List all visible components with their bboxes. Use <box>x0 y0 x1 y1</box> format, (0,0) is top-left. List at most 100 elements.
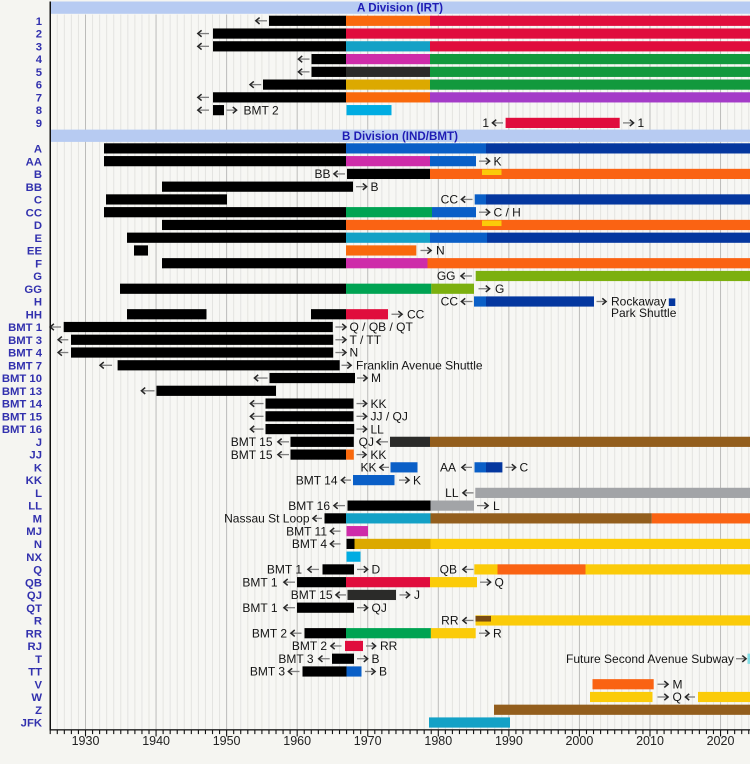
svg-text:D: D <box>34 220 42 232</box>
svg-text:AA: AA <box>26 156 42 168</box>
svg-text:2020: 2020 <box>707 734 735 748</box>
svg-text:R: R <box>34 616 42 628</box>
svg-text:HH: HH <box>26 309 42 321</box>
svg-text:J: J <box>414 588 420 602</box>
svg-text:L: L <box>35 488 42 500</box>
svg-text:T: T <box>35 654 42 666</box>
svg-text:2000: 2000 <box>565 734 593 748</box>
svg-text:BMT 15: BMT 15 <box>231 448 273 462</box>
svg-text:B: B <box>379 665 387 679</box>
svg-text:Q: Q <box>33 565 42 577</box>
svg-text:1980: 1980 <box>424 734 452 748</box>
svg-text:1960: 1960 <box>283 734 311 748</box>
svg-text:BB: BB <box>314 167 330 181</box>
svg-text:B: B <box>34 169 42 181</box>
svg-text:R: R <box>493 626 502 640</box>
svg-text:K: K <box>34 462 43 474</box>
svg-text:6: 6 <box>36 80 42 92</box>
svg-text:CC: CC <box>26 207 42 219</box>
svg-text:B Division (IND/BMT): B Division (IND/BMT) <box>342 130 458 143</box>
svg-text:1940: 1940 <box>142 734 170 748</box>
svg-text:7: 7 <box>36 92 42 104</box>
svg-text:AA: AA <box>440 461 456 475</box>
svg-text:LL: LL <box>445 486 459 500</box>
svg-text:W: W <box>31 692 42 704</box>
svg-text:LL: LL <box>28 501 42 513</box>
svg-text:BMT 2: BMT 2 <box>252 626 287 640</box>
svg-text:BMT 14: BMT 14 <box>296 473 338 487</box>
svg-text:CC: CC <box>441 295 459 309</box>
svg-text:Z: Z <box>35 705 42 717</box>
svg-text:QB: QB <box>25 577 42 589</box>
svg-text:E: E <box>34 233 42 245</box>
svg-text:JJ: JJ <box>29 450 42 462</box>
svg-text:BMT 10: BMT 10 <box>2 373 42 385</box>
svg-text:C: C <box>34 195 42 207</box>
svg-text:K: K <box>494 154 502 168</box>
svg-text:B: B <box>371 180 379 194</box>
svg-text:V: V <box>34 679 42 691</box>
svg-text:D: D <box>372 563 381 577</box>
svg-text:1930: 1930 <box>72 734 100 748</box>
svg-text:1950: 1950 <box>213 734 241 748</box>
svg-text:N: N <box>34 539 42 551</box>
svg-text:MJ: MJ <box>26 526 42 538</box>
svg-text:BMT 4: BMT 4 <box>292 537 327 551</box>
svg-text:Q: Q <box>673 690 682 704</box>
svg-text:KK: KK <box>26 475 43 487</box>
svg-text:QB: QB <box>440 563 457 577</box>
svg-text:NX: NX <box>26 552 42 564</box>
svg-text:QJ: QJ <box>27 590 42 602</box>
svg-text:BMT 14: BMT 14 <box>2 399 43 411</box>
svg-text:2010: 2010 <box>636 734 664 748</box>
svg-text:BMT 4: BMT 4 <box>8 348 43 360</box>
svg-text:Future Second Avenue Subway: Future Second Avenue Subway <box>566 652 734 666</box>
svg-text:RR: RR <box>441 614 459 628</box>
svg-text:RR: RR <box>380 639 398 653</box>
svg-text:BMT 1: BMT 1 <box>242 601 277 615</box>
svg-text:G: G <box>33 271 42 283</box>
svg-text:Park Shuttle: Park Shuttle <box>611 306 677 320</box>
svg-text:H: H <box>34 297 42 309</box>
svg-text:L: L <box>493 499 500 513</box>
svg-text:RJ: RJ <box>28 641 42 653</box>
svg-text:1990: 1990 <box>495 734 523 748</box>
svg-text:C: C <box>520 461 529 475</box>
svg-text:BMT 1: BMT 1 <box>8 322 42 334</box>
svg-text:M: M <box>371 371 381 385</box>
svg-text:BB: BB <box>26 182 42 194</box>
svg-text:5: 5 <box>36 67 42 79</box>
svg-text:BMT 15: BMT 15 <box>291 588 333 602</box>
svg-text:4: 4 <box>36 54 43 66</box>
svg-text:8: 8 <box>36 105 42 117</box>
svg-text:GG: GG <box>24 284 42 296</box>
svg-text:A: A <box>34 144 42 156</box>
svg-text:BMT 3: BMT 3 <box>8 335 42 347</box>
svg-text:BMT 1: BMT 1 <box>242 575 277 589</box>
svg-text:3: 3 <box>36 41 42 53</box>
svg-text:9: 9 <box>36 118 42 130</box>
svg-text:J: J <box>36 437 42 449</box>
svg-text:BMT 7: BMT 7 <box>8 360 42 372</box>
svg-text:2: 2 <box>36 29 42 41</box>
svg-text:A Division (IRT): A Division (IRT) <box>357 2 443 15</box>
svg-text:K: K <box>413 473 421 487</box>
svg-text:C / H: C / H <box>494 205 521 219</box>
svg-text:G: G <box>495 282 504 296</box>
svg-text:CC: CC <box>441 193 459 207</box>
svg-text:JFK: JFK <box>21 718 43 730</box>
svg-text:M: M <box>33 513 42 525</box>
svg-text:1: 1 <box>36 16 42 28</box>
svg-text:BMT 3: BMT 3 <box>250 665 285 679</box>
svg-text:QT: QT <box>26 603 42 615</box>
svg-text:1: 1 <box>482 116 489 130</box>
svg-text:EE: EE <box>27 246 43 258</box>
svg-text:Q: Q <box>495 575 504 589</box>
svg-text:BMT 16: BMT 16 <box>2 424 42 436</box>
svg-text:GG: GG <box>437 269 456 283</box>
svg-text:1970: 1970 <box>354 734 382 748</box>
svg-text:N: N <box>436 244 445 258</box>
svg-text:F: F <box>35 258 42 270</box>
svg-text:KK: KK <box>360 461 376 475</box>
svg-text:QJ: QJ <box>372 601 387 615</box>
